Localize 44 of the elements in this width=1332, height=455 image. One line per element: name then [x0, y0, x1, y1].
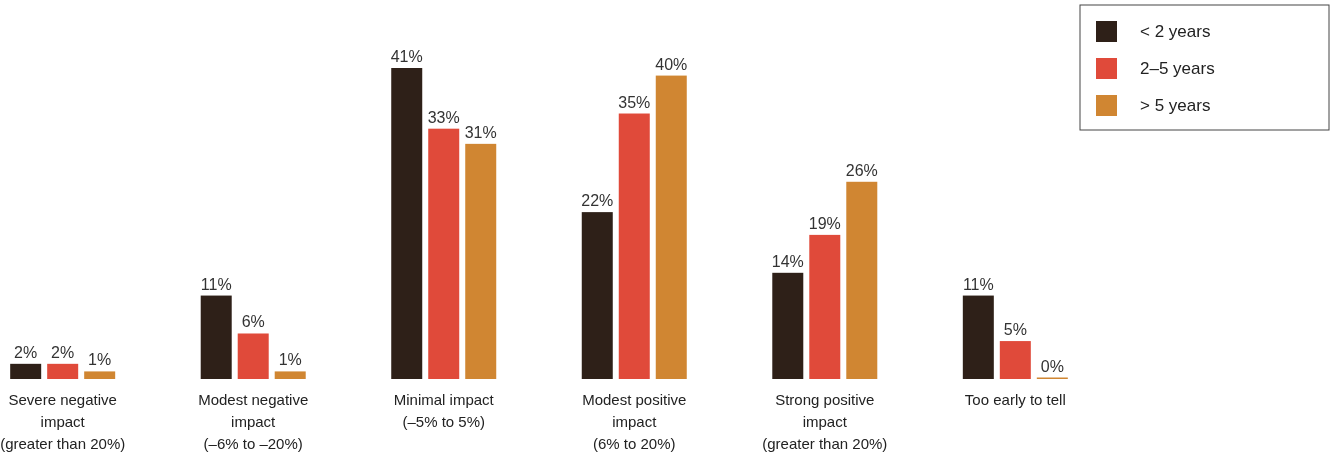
- bar: [809, 234, 841, 379]
- data-label: 26%: [845, 161, 878, 179]
- data-label: 2%: [51, 343, 75, 361]
- bar: [200, 295, 232, 379]
- bar: [655, 75, 687, 379]
- data-label: 1%: [88, 351, 112, 369]
- bar: [962, 295, 994, 379]
- bar: [999, 341, 1031, 379]
- data-label: 40%: [655, 55, 688, 73]
- bar: [618, 113, 650, 379]
- x-tick-label: Strong positive impact (greater than 20%): [762, 391, 888, 452]
- bar: [237, 333, 269, 379]
- bar: [465, 143, 497, 379]
- legend-label: 2–5 years: [1140, 59, 1215, 78]
- data-label: 14%: [771, 252, 804, 270]
- x-tick-label: Modest negative impact (–6% to –20%): [198, 391, 309, 452]
- bar: [84, 371, 116, 379]
- bar: [428, 128, 460, 379]
- data-label: 35%: [618, 93, 651, 111]
- data-label: 2%: [14, 343, 38, 361]
- data-label: 11%: [200, 275, 232, 293]
- x-tick-label: Minimal impact (–5% to 5%): [393, 391, 495, 430]
- bar: [391, 68, 423, 379]
- bar: [846, 181, 878, 379]
- legend-label: > 5 years: [1140, 96, 1211, 115]
- data-label: 31%: [464, 123, 497, 141]
- x-tick-label: Too early to tell: [964, 391, 1066, 408]
- data-label: 0%: [1040, 357, 1064, 375]
- x-tick-label: Severe negative impact (greater than 20%): [0, 391, 126, 452]
- data-label: 22%: [581, 192, 614, 210]
- data-label: 41%: [390, 48, 423, 65]
- bar: [10, 363, 42, 379]
- bar: [581, 212, 613, 379]
- data-label: 33%: [427, 108, 460, 126]
- data-label: 5%: [1003, 321, 1027, 339]
- data-label: 6%: [241, 313, 265, 331]
- data-label: 1%: [278, 351, 302, 369]
- legend-label: < 2 years: [1140, 22, 1211, 41]
- bar: [274, 371, 306, 379]
- data-label: 19%: [808, 214, 841, 232]
- bar: [47, 363, 79, 379]
- bar: [772, 272, 804, 379]
- data-label: 11%: [962, 275, 994, 293]
- x-tick-label: Modest positive impact (6% to 20%): [582, 391, 687, 452]
